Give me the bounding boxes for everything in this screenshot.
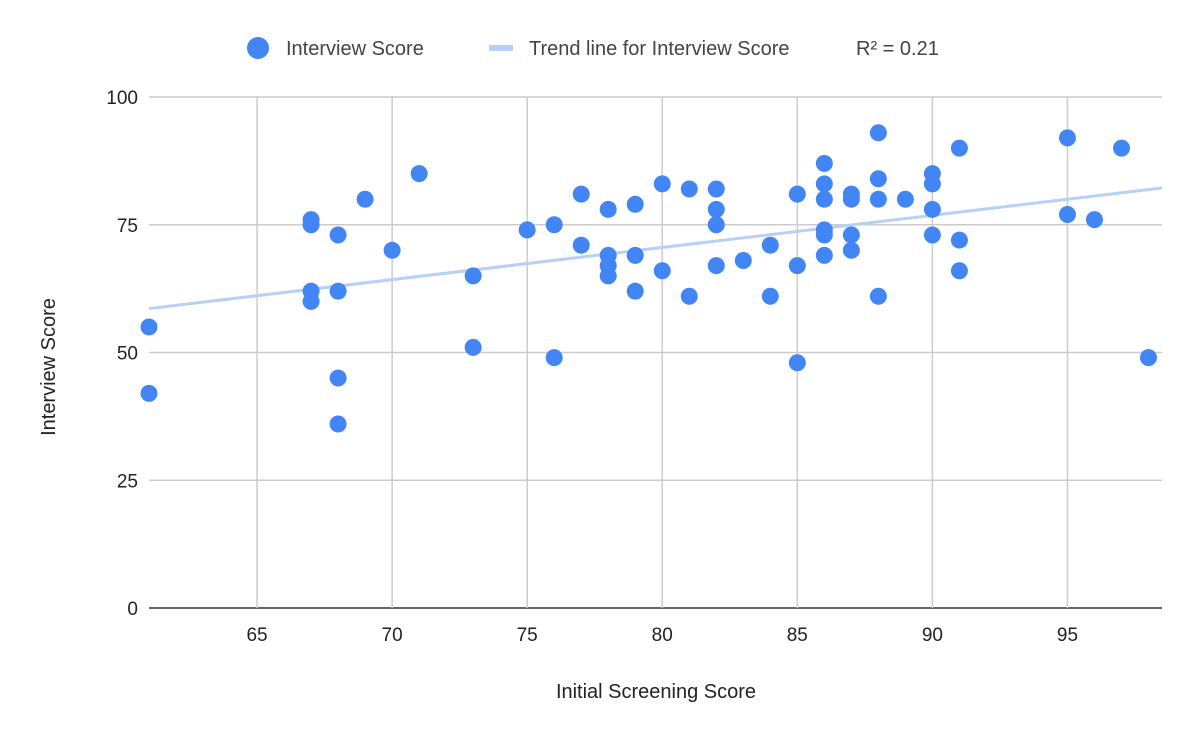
y-tick-label-25: 25 <box>117 471 138 492</box>
x-tick-label-95: 95 <box>1057 625 1078 646</box>
data-point <box>680 180 698 198</box>
data-point <box>302 216 320 234</box>
data-point <box>950 231 968 249</box>
data-point <box>1058 129 1076 147</box>
data-point <box>653 175 671 193</box>
x-tick-label-65: 65 <box>246 625 267 646</box>
data-point <box>923 175 941 193</box>
x-tick-label-75: 75 <box>517 625 538 646</box>
data-point <box>410 165 428 183</box>
data-point <box>869 170 887 188</box>
data-point <box>329 282 347 300</box>
data-point <box>842 190 860 208</box>
data-point <box>734 252 752 270</box>
data-point <box>842 226 860 244</box>
data-point <box>464 338 482 356</box>
data-point <box>572 236 590 254</box>
data-point <box>1139 349 1157 367</box>
data-point <box>329 415 347 433</box>
data-point <box>599 267 617 285</box>
legend-label-trendline: Trend line for Interview Score <box>529 38 789 60</box>
data-point <box>626 246 644 264</box>
data-point <box>572 185 590 203</box>
y-tick-label-100: 100 <box>106 88 138 109</box>
data-point <box>302 292 320 310</box>
data-point <box>545 349 563 367</box>
data-point <box>815 190 833 208</box>
data-point <box>788 185 806 203</box>
x-tick-label-90: 90 <box>922 625 943 646</box>
data-point <box>545 216 563 234</box>
data-point <box>329 226 347 244</box>
trendline-layer <box>148 186 1163 311</box>
gridlines <box>149 96 1162 609</box>
data-point <box>815 226 833 244</box>
data-point <box>761 287 779 305</box>
data-point <box>140 318 158 336</box>
data-point <box>653 262 671 280</box>
data-point <box>842 241 860 259</box>
data-point <box>815 175 833 193</box>
tick-labels: 0 25 50 75 100 65 70 75 80 85 90 95 <box>106 88 1078 646</box>
x-tick-label-80: 80 <box>652 625 673 646</box>
x-axis-title: Initial Screening Score <box>556 681 756 703</box>
data-point <box>707 216 725 234</box>
legend-marker-interview-score <box>247 37 269 59</box>
y-tick-label-0: 0 <box>127 599 138 620</box>
data-point <box>896 190 914 208</box>
data-point <box>869 190 887 208</box>
legend-label-r-squared: R² = 0.21 <box>856 38 939 60</box>
x-tick-label-70: 70 <box>382 625 403 646</box>
y-tick-label-50: 50 <box>117 344 138 365</box>
y-tick-label-75: 75 <box>117 216 138 237</box>
data-point <box>1112 139 1130 157</box>
data-point <box>707 180 725 198</box>
data-point <box>707 200 725 218</box>
data-point <box>518 221 536 239</box>
data-point <box>383 241 401 259</box>
data-point <box>869 287 887 305</box>
data-points <box>140 124 1157 433</box>
data-point <box>356 190 374 208</box>
data-point <box>761 236 779 254</box>
data-point <box>788 257 806 275</box>
data-point <box>788 354 806 372</box>
data-point <box>626 195 644 213</box>
trendline <box>148 186 1163 311</box>
data-point <box>815 154 833 172</box>
data-point <box>923 200 941 218</box>
x-tick-label-85: 85 <box>787 625 808 646</box>
data-point <box>1085 211 1103 229</box>
data-point <box>869 124 887 142</box>
y-axis-title: Interview Score <box>38 298 60 436</box>
data-point <box>599 200 617 218</box>
data-point <box>1058 206 1076 224</box>
data-point <box>923 226 941 244</box>
data-point <box>680 287 698 305</box>
data-point <box>626 282 644 300</box>
data-point <box>140 384 158 402</box>
data-point <box>950 139 968 157</box>
data-point <box>950 262 968 280</box>
legend: Interview Score Trend line for Interview… <box>247 37 939 60</box>
data-point <box>464 267 482 285</box>
data-point <box>329 369 347 387</box>
data-point <box>707 257 725 275</box>
data-point <box>815 246 833 264</box>
legend-label-interview-score: Interview Score <box>286 38 424 60</box>
